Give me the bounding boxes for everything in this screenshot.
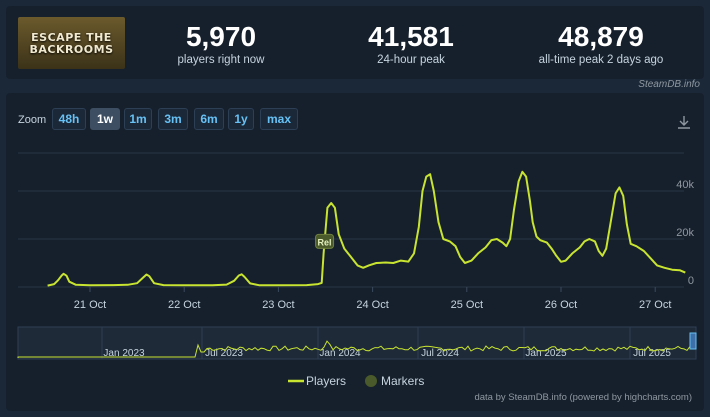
navigator-tick-label: Jan 2025	[525, 348, 567, 359]
y-tick-label: 20k	[676, 227, 694, 239]
chart-credits[interactable]: data by SteamDB.info (powered by highcha…	[474, 392, 692, 403]
legend-markers[interactable]: Markers	[381, 374, 425, 388]
stat-all-time-peak: 48,879 all-time peak 2 days ago	[526, 21, 676, 67]
players-series-line	[47, 170, 686, 287]
game-logo-text: ESCAPE THE BACKROOMS	[29, 31, 114, 56]
players-chart[interactable]: 0 20k 40k 21 Oct 22 Oct 23 Oct 24 Oct 25 Oct 26 …	[6, 93, 704, 368]
players-now-label: players right now	[177, 54, 265, 66]
steamdb-brand[interactable]: SteamDB.info	[638, 79, 700, 90]
navigator-tick-label: Jul 2023	[205, 348, 243, 359]
x-tick-label: 25 Oct	[451, 299, 483, 311]
navigator-background	[17, 326, 697, 360]
stat-24h-peak: 41,581 24-hour peak	[346, 21, 476, 67]
x-tick-label: 26 Oct	[545, 299, 577, 311]
x-tick-label: 24 Oct	[356, 299, 388, 311]
navigator-tick-label: Jul 2025	[633, 348, 671, 359]
legend-players[interactable]: Players	[306, 374, 347, 388]
legend-markers-swatch	[365, 375, 377, 387]
y-tick-label: 40k	[676, 179, 694, 191]
zoom-button-1m[interactable]: 1m	[124, 108, 152, 130]
zoom-label: Zoom	[18, 114, 47, 126]
zoom-button-max[interactable]: max	[260, 108, 298, 130]
all-time-peak-label: all-time peak 2 days ago	[538, 54, 664, 66]
zoom-button-1w[interactable]: 1w	[90, 108, 120, 130]
release-marker	[315, 233, 335, 249]
zoom-button-48h[interactable]: 48h	[52, 108, 86, 130]
players-now-value: 5,970	[185, 21, 257, 52]
peak-24h-label: 24-hour peak	[377, 54, 445, 66]
y-tick-label: 0	[688, 275, 694, 287]
navigator-tick-label: Jan 2024	[319, 348, 361, 359]
zoom-button-6m[interactable]: 6m	[194, 108, 224, 130]
x-tick-label: 22 Oct	[168, 299, 200, 311]
legend-players-swatch	[288, 379, 304, 383]
zoom-button-1y[interactable]: 1y	[228, 108, 254, 130]
navigator-series-line	[17, 340, 694, 358]
stat-players-now: 5,970 players right now	[156, 21, 286, 67]
navigator-tick-label: Jan 2023	[103, 348, 145, 359]
chart-panel: Zoom 48h 1w 1m 3m 6m 1y max 0 20k 40k 21 Oct 22 Oc…	[6, 93, 704, 411]
download-icon[interactable]	[676, 114, 692, 130]
release-marker-label: Rel	[318, 237, 332, 247]
x-tick-label: 21 Oct	[74, 299, 106, 311]
all-time-peak-value: 48,879	[558, 21, 644, 52]
game-logo[interactable]: ESCAPE THE BACKROOMS	[18, 17, 125, 69]
navigator-tick-label: Jul 2024	[421, 348, 459, 359]
stats-panel: ESCAPE THE BACKROOMS 5,970 players right…	[6, 6, 704, 79]
peak-24h-value: 41,581	[368, 21, 454, 52]
zoom-button-3m[interactable]: 3m	[158, 108, 188, 130]
x-tick-label: 27 Oct	[639, 299, 671, 311]
navigator-handle	[689, 332, 697, 350]
x-tick-label: 23 Oct	[262, 299, 294, 311]
